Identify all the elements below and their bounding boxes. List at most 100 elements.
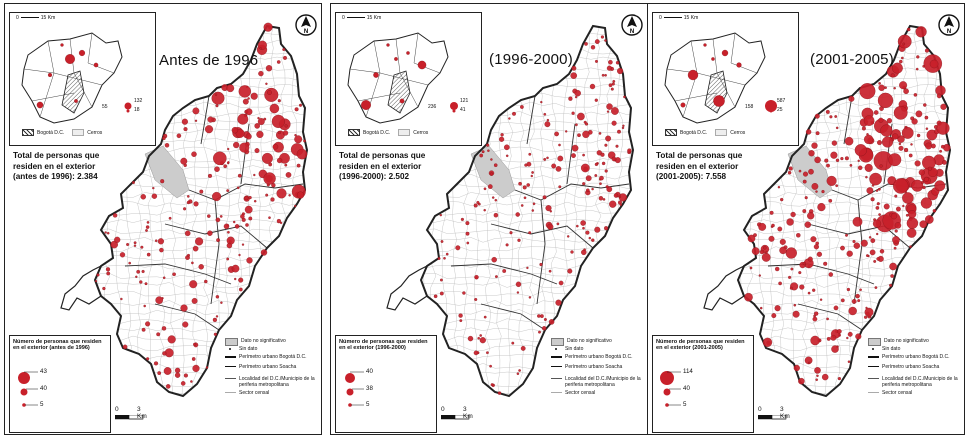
population-circle: [828, 272, 834, 277]
population-circle: [574, 95, 578, 99]
population-circle: [548, 319, 555, 325]
population-circle: [611, 82, 615, 86]
population-circle: [802, 179, 807, 184]
population-circle: [929, 59, 939, 69]
city-map: [703, 24, 952, 398]
population-circle: [585, 175, 592, 182]
population-circle: [849, 164, 853, 167]
svg-text:N: N: [947, 29, 951, 35]
population-circle: [570, 250, 574, 254]
population-circle: [915, 67, 919, 71]
population-circle: [226, 242, 233, 249]
population-circle: [786, 218, 794, 226]
population-circle: [881, 136, 894, 148]
population-circle: [277, 131, 281, 135]
legend-value-small: 5: [40, 401, 44, 408]
population-circle: [878, 213, 881, 216]
population-circle: [906, 27, 911, 32]
population-circle: [162, 276, 166, 280]
population-circle: [567, 268, 573, 274]
region-inset-map: 0 15 Km 587 25 158 Bogotá D.C. Cerros: [652, 12, 799, 146]
population-circle: [555, 299, 562, 306]
population-circle: [868, 236, 872, 239]
population-circle: [154, 239, 158, 242]
population-circle: [145, 225, 150, 229]
circle-size-legend: Número de personas que residen en el ext…: [9, 335, 111, 433]
legend-row-localidad: Localidad del D.C./Municipio de la perif…: [225, 376, 317, 388]
population-circle: [604, 74, 607, 77]
legend-value-large: 43: [40, 368, 47, 375]
legend-row-no-significativo: Dato no significativo: [551, 338, 645, 346]
population-circle: [189, 280, 198, 289]
legend-value-large: 114: [683, 368, 693, 375]
population-circle: [598, 196, 604, 201]
population-circle: [184, 230, 191, 237]
population-circle: [481, 150, 485, 154]
population-circle: [771, 223, 775, 228]
legend-row-perimetro-bogota: Perímetro urbano Bogotá D.C.: [868, 354, 960, 360]
population-circle: [284, 163, 288, 167]
population-circle: [455, 245, 461, 251]
inset-circle: [386, 43, 390, 47]
population-circle: [558, 143, 561, 147]
population-circle: [263, 172, 276, 185]
population-circle: [499, 136, 505, 142]
population-circle: [232, 220, 236, 224]
population-circle: [187, 195, 190, 198]
population-circle: [193, 201, 199, 207]
population-circle: [846, 336, 849, 340]
population-circle: [237, 113, 249, 125]
population-circle: [916, 133, 921, 138]
population-circle: [180, 381, 186, 386]
population-circle: [473, 203, 478, 208]
population-circle: [574, 89, 581, 97]
population-circle: [240, 214, 245, 219]
population-circle: [903, 147, 909, 153]
population-circle: [487, 149, 490, 152]
population-circle: [443, 256, 446, 260]
population-circle: [790, 211, 796, 218]
population-circle: [876, 232, 879, 236]
population-circle: [830, 334, 837, 341]
legend-title: Número de personas que residen en el ext…: [13, 339, 102, 352]
population-circle: [864, 163, 873, 172]
population-circle: [899, 59, 903, 64]
population-circle: [153, 361, 159, 366]
population-circle: [543, 112, 547, 116]
bogota-perimeter: [93, 24, 309, 398]
population-circle: [556, 222, 560, 226]
population-circle: [265, 193, 269, 197]
population-circle: [505, 154, 509, 158]
population-circle: [846, 287, 851, 292]
population-circle: [788, 166, 793, 171]
population-circle: [191, 297, 198, 304]
population-circle: [146, 221, 150, 224]
population-circle: [833, 305, 839, 311]
population-circle: [813, 244, 819, 250]
population-circle: [799, 284, 805, 290]
total-residents-text: Total de personas que residen en el exte…: [656, 151, 743, 181]
population-circle: [247, 97, 250, 100]
population-circle: [816, 374, 819, 378]
inset-circle: [736, 62, 742, 68]
inset-circle: [713, 95, 725, 107]
legend-value-mid: 40: [40, 385, 47, 392]
legend-row-no-significativo: Dato no significativo: [868, 338, 962, 346]
population-circle: [135, 275, 138, 278]
population-circle: [483, 315, 487, 319]
inset-circle: [36, 101, 44, 109]
population-circle: [303, 139, 306, 143]
population-circle: [214, 166, 220, 172]
population-circle: [744, 292, 753, 302]
population-circle: [893, 178, 909, 194]
map-symbol-legend: Dato no significativo Sin dato Perímetro u…: [225, 338, 317, 410]
population-circle: [571, 65, 577, 71]
population-circle: [903, 88, 909, 94]
population-circle: [863, 315, 868, 319]
population-circle: [207, 230, 213, 236]
population-circle: [212, 191, 222, 202]
inset-legend-values: 132 18: [134, 98, 143, 113]
population-circle: [857, 299, 861, 303]
inset-circle: [406, 51, 410, 55]
population-circle: [520, 204, 524, 207]
